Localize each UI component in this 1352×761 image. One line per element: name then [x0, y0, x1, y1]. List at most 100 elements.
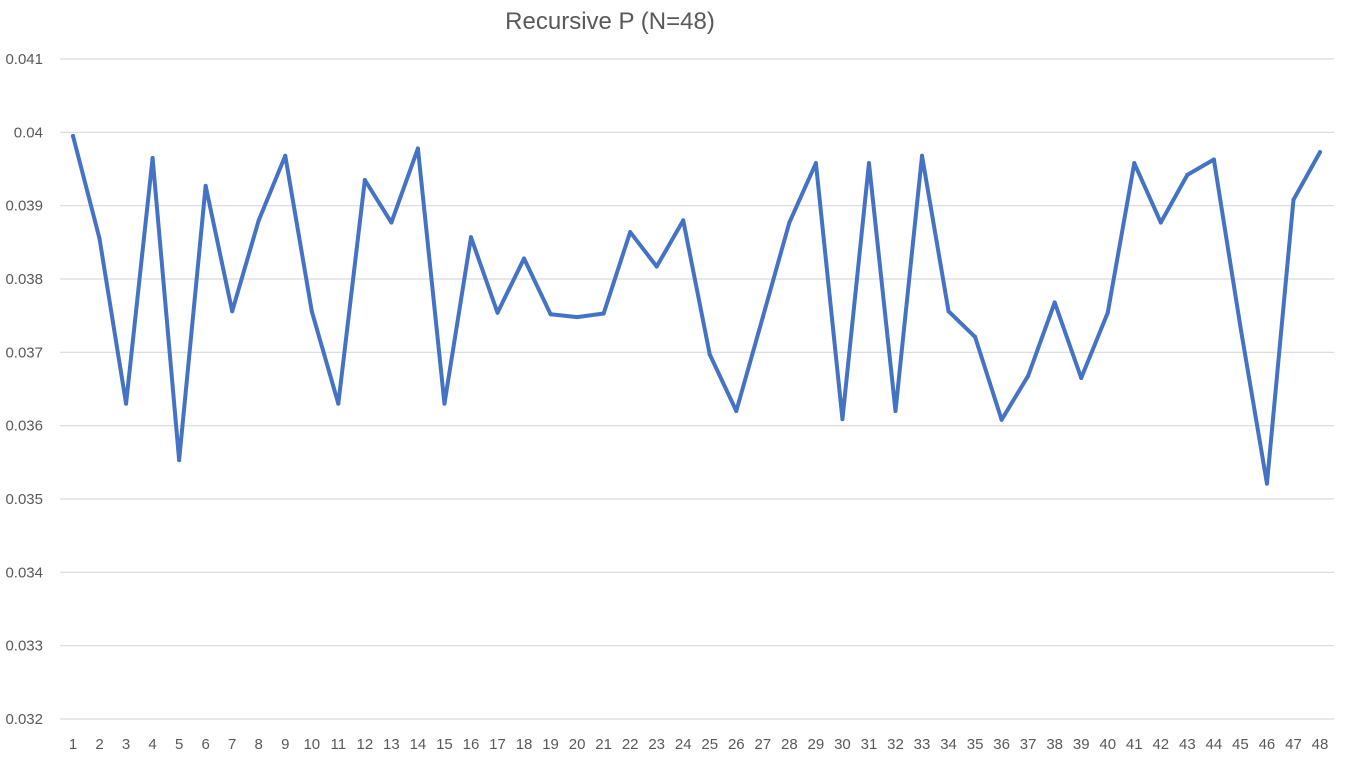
data-point	[442, 401, 447, 406]
data-point	[1132, 161, 1137, 166]
x-tick-label: 43	[1179, 736, 1196, 753]
x-tick-label: 31	[861, 736, 878, 753]
data-point	[362, 178, 367, 182]
x-axis-ticks: 1 2 3 4 5 6 7 8 9 10 11 12 13 14 15 16 17 18 19 20 21 22 23 24 2…	[69, 736, 1329, 753]
data-point	[973, 334, 978, 339]
data-point	[1318, 150, 1322, 155]
x-tick-label: 38	[1046, 736, 1063, 753]
series-layer	[71, 134, 1322, 486]
x-tick-label: 17	[489, 736, 506, 753]
x-tick-label: 12	[357, 736, 374, 753]
y-tick-label: 0.034	[5, 564, 43, 581]
data-point	[1238, 324, 1243, 329]
data-point	[575, 315, 580, 320]
x-tick-label: 2	[95, 736, 103, 753]
data-point	[97, 236, 102, 241]
x-tick-label: 22	[622, 736, 639, 753]
data-point	[866, 161, 871, 166]
x-tick-label: 46	[1259, 736, 1276, 753]
x-tick-label: 25	[701, 736, 718, 753]
data-point	[1264, 481, 1269, 486]
x-tick-label: 44	[1206, 736, 1223, 753]
data-point	[309, 309, 314, 314]
data-point	[124, 401, 129, 406]
x-tick-label: 45	[1232, 736, 1249, 753]
x-tick-label: 47	[1285, 736, 1302, 753]
data-point	[71, 134, 75, 138]
data-point	[1158, 220, 1163, 225]
data-point	[230, 309, 235, 314]
x-tick-label: 24	[675, 736, 692, 753]
data-point	[813, 161, 818, 166]
y-tick-label: 0.039	[5, 198, 43, 215]
data-point	[1026, 373, 1031, 378]
series-line	[71, 134, 1322, 486]
x-tick-label: 34	[940, 736, 957, 753]
x-tick-label: 23	[648, 736, 665, 753]
x-tick-label: 33	[914, 736, 931, 753]
x-tick-label: 8	[255, 736, 263, 753]
x-tick-label: 48	[1312, 736, 1329, 753]
x-tick-label: 14	[410, 736, 427, 753]
data-point	[760, 315, 765, 320]
data-point	[840, 417, 845, 422]
data-point	[707, 352, 712, 357]
data-point	[1079, 376, 1084, 380]
x-tick-label: 7	[228, 736, 236, 753]
data-point	[336, 401, 341, 406]
data-point	[548, 312, 553, 317]
y-tick-label: 0.035	[5, 491, 43, 508]
x-tick-label: 30	[834, 736, 851, 753]
x-tick-label: 36	[993, 736, 1010, 753]
x-tick-label: 42	[1152, 736, 1169, 753]
x-tick-label: 15	[436, 736, 453, 753]
data-point	[177, 458, 182, 463]
x-tick-label: 35	[967, 736, 984, 753]
x-tick-label: 37	[1020, 736, 1037, 753]
data-point	[681, 218, 686, 223]
x-tick-label: 6	[201, 736, 209, 753]
x-tick-label: 5	[175, 736, 183, 753]
x-tick-label: 3	[122, 736, 130, 753]
x-tick-label: 10	[303, 736, 320, 753]
y-tick-label: 0.037	[5, 344, 43, 361]
data-point	[946, 309, 951, 314]
x-tick-label: 32	[887, 736, 904, 753]
x-tick-label: 19	[542, 736, 559, 753]
data-point	[203, 183, 208, 188]
y-tick-label: 0.032	[5, 711, 43, 728]
x-tick-label: 26	[728, 736, 745, 753]
data-point	[256, 218, 261, 223]
data-point	[150, 156, 155, 160]
y-tick-label: 0.041	[5, 51, 43, 68]
data-point	[654, 264, 659, 269]
y-tick-label: 0.038	[5, 271, 43, 288]
x-tick-label: 4	[148, 736, 156, 753]
data-point	[1211, 157, 1216, 162]
data-point	[468, 235, 473, 240]
x-tick-label: 9	[281, 736, 289, 753]
x-tick-label: 11	[331, 736, 347, 753]
data-point	[1185, 172, 1190, 177]
x-tick-label: 20	[569, 736, 586, 753]
data-point	[601, 311, 606, 316]
x-tick-label: 41	[1126, 736, 1143, 753]
data-point	[283, 153, 288, 158]
data-point	[522, 256, 527, 261]
x-tick-label: 16	[463, 736, 480, 753]
data-point	[999, 417, 1004, 422]
y-tick-label: 0.04	[14, 124, 43, 141]
x-tick-label: 40	[1099, 736, 1116, 753]
data-point	[920, 153, 925, 158]
x-tick-label: 29	[808, 736, 825, 753]
x-tick-label: 39	[1073, 736, 1090, 753]
x-tick-label: 1	[69, 736, 77, 753]
y-tick-label: 0.036	[5, 418, 43, 435]
data-point	[415, 146, 420, 151]
data-point	[1291, 197, 1296, 202]
grid-layer	[60, 58, 1334, 720]
data-point	[1105, 310, 1110, 315]
data-point	[628, 230, 633, 235]
